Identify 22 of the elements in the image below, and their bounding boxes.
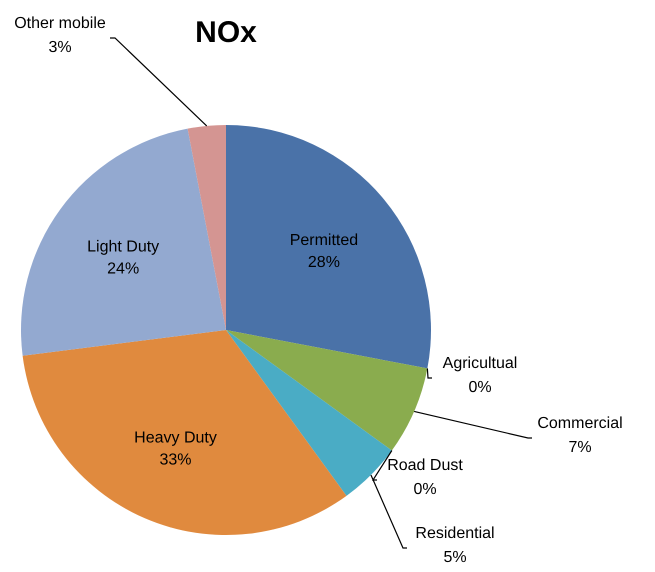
data-label: 7% [568, 439, 592, 456]
chart-title: NOx [195, 16, 258, 49]
slice-label: Light Duty [87, 238, 160, 256]
text: 0% [413, 481, 437, 498]
pie-slice [21, 128, 226, 356]
data-label: 24% [107, 260, 140, 278]
pie-slice [188, 125, 226, 330]
pie-slice [226, 125, 431, 368]
slice-label: Other mobile [14, 15, 106, 32]
pie-slice [226, 330, 428, 450]
data-label: 3% [48, 39, 72, 56]
data-label: 28% [308, 254, 340, 271]
pie-slice [22, 330, 346, 535]
slice-label: Permitted [290, 232, 358, 249]
text: 0% [468, 379, 492, 396]
data-label: 33% [160, 452, 192, 469]
slice-label: Heavy Duty [134, 430, 217, 447]
legend-label: Agricultual [442, 355, 518, 372]
slice-label: Residential [415, 525, 495, 542]
legend-label: Road Dust [387, 457, 464, 474]
slice-label: Commercial [537, 415, 623, 432]
data-label: 5% [443, 549, 467, 566]
